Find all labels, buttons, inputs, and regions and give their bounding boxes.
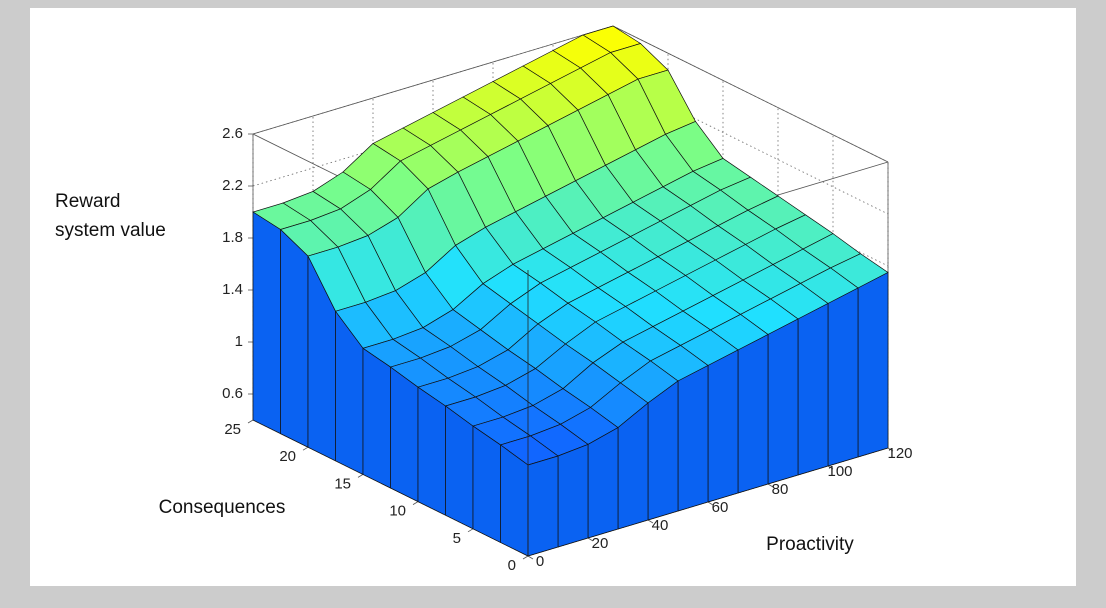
front-skirt xyxy=(737,333,769,494)
side-skirt xyxy=(445,405,474,530)
x-tick-label: 0 xyxy=(536,553,544,570)
side-skirt xyxy=(500,444,529,557)
z-tick-label: 1.4 xyxy=(222,281,243,298)
front-skirt xyxy=(557,443,589,548)
tick-mark xyxy=(467,528,474,533)
y-tick-label: 25 xyxy=(224,421,241,438)
tick-mark xyxy=(527,555,534,560)
x-tick-label: 120 xyxy=(887,445,912,462)
x-tick-label: 80 xyxy=(772,481,789,498)
front-skirt xyxy=(647,380,679,521)
x-tick-label: 20 xyxy=(592,535,609,552)
front-skirt xyxy=(527,455,559,557)
grid-line xyxy=(612,77,889,215)
z-axis-label: Reward xyxy=(55,191,120,212)
tick-mark xyxy=(357,474,364,478)
side-skirt xyxy=(472,425,501,543)
side-skirt xyxy=(362,347,391,489)
y-tick-label: 0 xyxy=(508,557,516,574)
z-tick-label: 1.8 xyxy=(222,229,243,246)
z-tick-label: 2.6 xyxy=(222,125,243,142)
front-skirt xyxy=(767,318,799,485)
tick-mark xyxy=(587,537,594,542)
x-axis-label: Proactivity xyxy=(766,534,854,555)
y-tick-label: 15 xyxy=(334,475,351,492)
z-tick-label: 1 xyxy=(235,333,243,350)
front-skirt xyxy=(587,427,619,539)
side-skirt xyxy=(390,366,419,503)
side-skirt xyxy=(280,228,309,448)
front-skirt xyxy=(797,302,829,476)
box-edge xyxy=(252,25,614,135)
tick-mark xyxy=(522,555,529,560)
x-tick-label: 40 xyxy=(652,517,669,534)
side-skirt xyxy=(252,211,281,435)
y-tick-label: 5 xyxy=(453,530,461,547)
tick-mark xyxy=(887,447,894,452)
z-tick-label: 0.6 xyxy=(222,385,243,402)
front-skirt xyxy=(707,349,739,503)
tick-mark xyxy=(302,446,309,451)
front-skirt xyxy=(677,364,709,512)
front-skirt xyxy=(857,271,889,458)
y-tick-label: 20 xyxy=(279,448,296,465)
x-tick-label: 100 xyxy=(827,463,852,480)
x-tick-label: 60 xyxy=(712,499,729,516)
tick-mark xyxy=(412,501,419,505)
y-axis-label: Consequences xyxy=(159,497,286,518)
tick-mark xyxy=(767,483,774,488)
tick-mark xyxy=(827,465,834,470)
y-tick-label: 10 xyxy=(389,503,406,520)
tick-mark xyxy=(247,419,254,424)
front-skirt xyxy=(827,287,859,467)
z-axis-label: system value xyxy=(55,220,166,241)
box-edge xyxy=(612,25,889,163)
tick-mark xyxy=(647,519,654,524)
side-skirt xyxy=(417,386,446,516)
z-tick-label: 2.2 xyxy=(222,177,243,194)
tick-mark xyxy=(707,501,714,506)
